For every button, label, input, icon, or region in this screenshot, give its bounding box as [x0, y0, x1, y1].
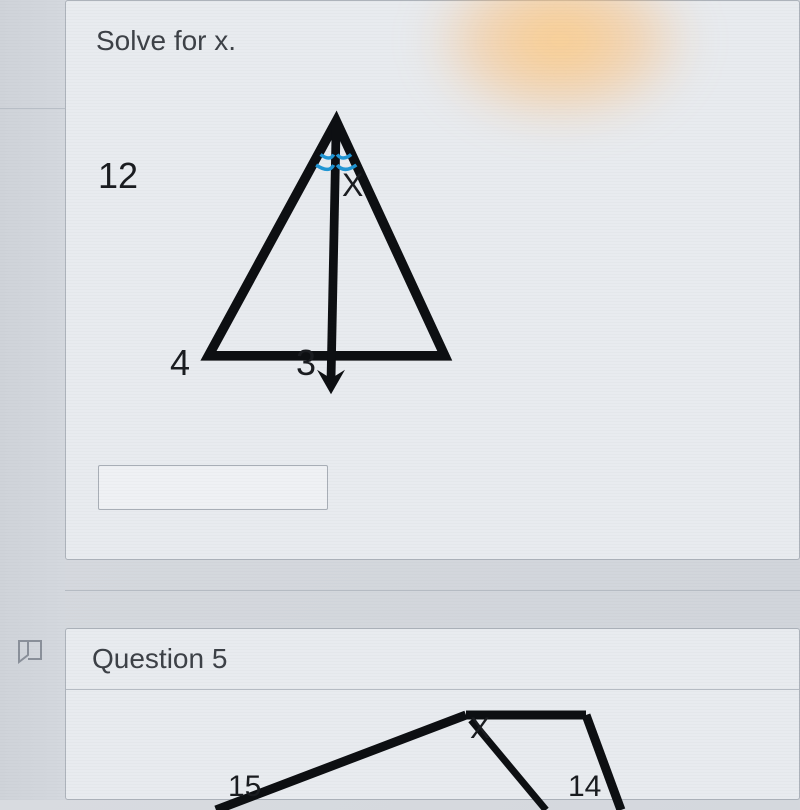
- label-base-left: 4: [170, 342, 190, 384]
- angle-tick-left-1: [321, 155, 334, 159]
- q5-label-x: X: [470, 712, 490, 746]
- question-5-header: Question 5: [66, 629, 799, 690]
- question-prompt: Solve for x.: [96, 25, 769, 57]
- label-base-right: 3: [296, 342, 316, 384]
- label-left-side: 12: [98, 155, 138, 197]
- card-separator: [65, 590, 800, 591]
- label-right-side: X: [342, 167, 363, 204]
- bookmark-icon[interactable]: [15, 638, 45, 666]
- answer-input[interactable]: [98, 465, 328, 510]
- q5-label-14: 14: [568, 770, 601, 804]
- q5-label-15: 15: [228, 770, 261, 804]
- q5-triangle-svg: [126, 690, 726, 810]
- question-5-body: [66, 690, 799, 790]
- angle-bisector-line: [331, 121, 336, 380]
- left-margin-divider: [0, 108, 65, 109]
- question-5-card: Question 5: [65, 628, 800, 800]
- angle-tick-right-1: [337, 155, 351, 159]
- page-left-margin: [0, 0, 65, 800]
